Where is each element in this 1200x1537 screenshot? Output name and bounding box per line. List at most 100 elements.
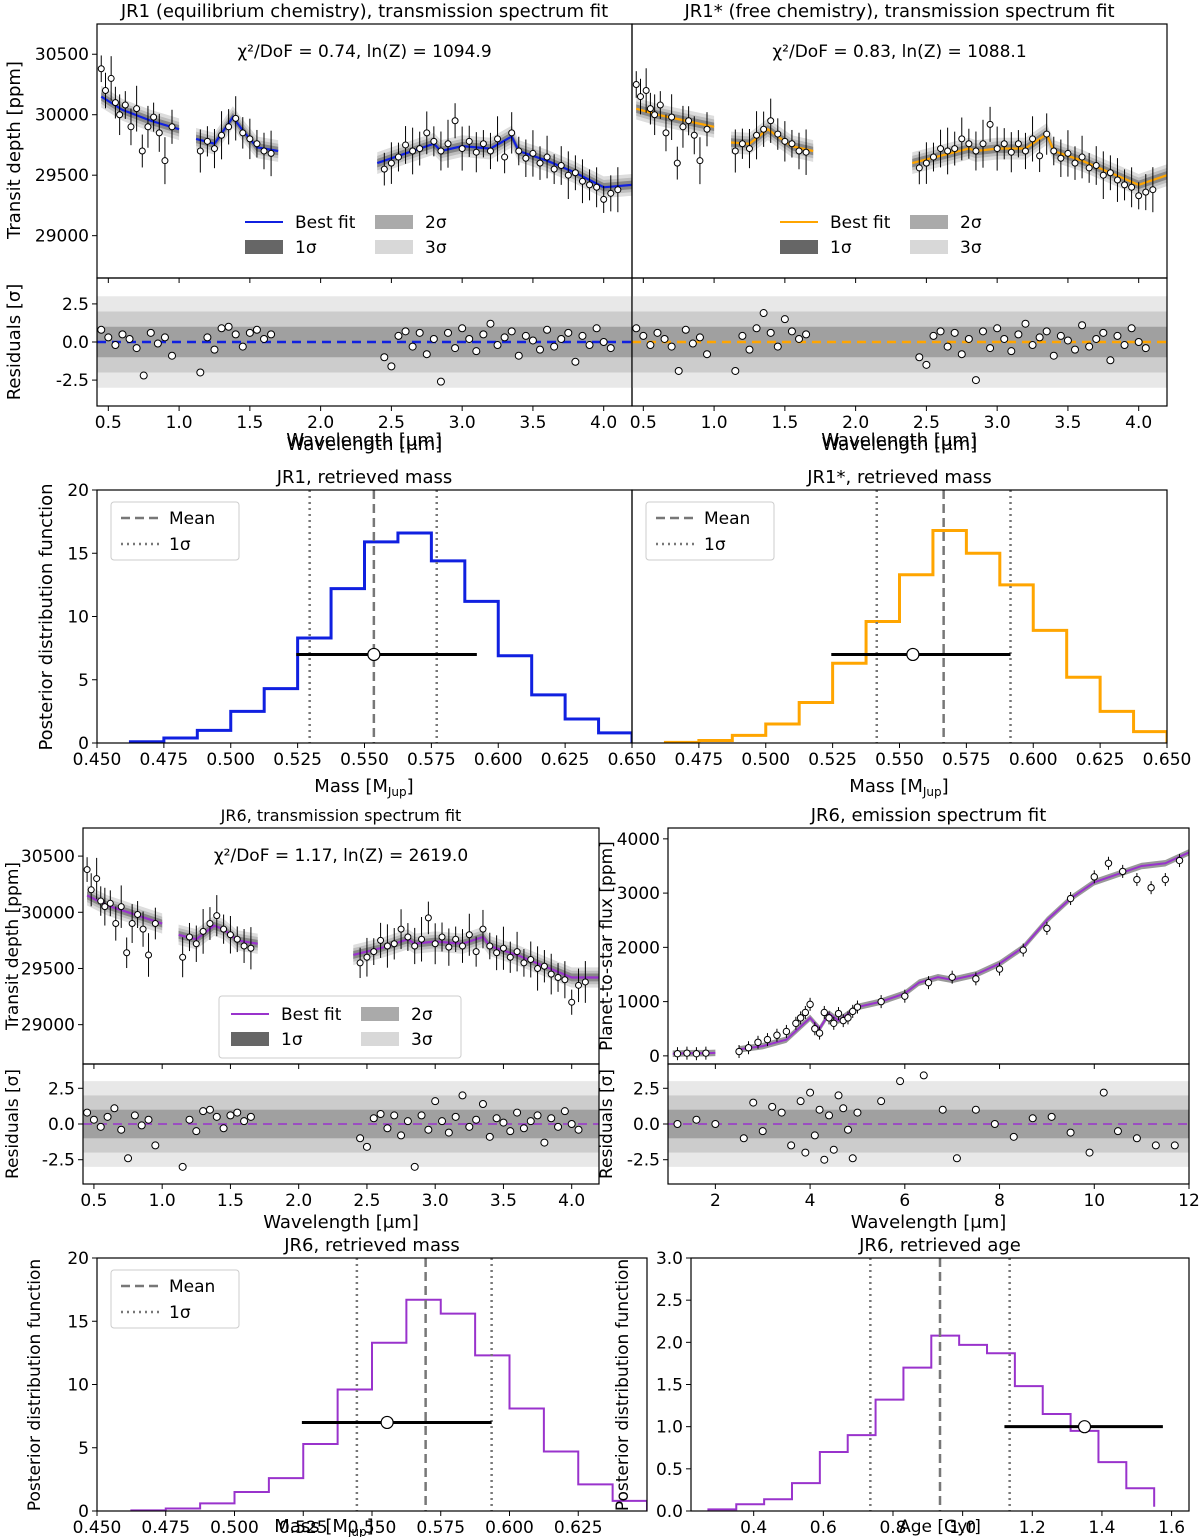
residual-point — [964, 334, 973, 343]
data-point — [972, 975, 980, 983]
data-point — [508, 129, 516, 137]
data-point — [922, 159, 930, 167]
best-fit-line — [738, 851, 1190, 1051]
residual-point — [1113, 331, 1122, 340]
legend-1sigma-label: 1σ — [830, 238, 852, 258]
data-point — [522, 154, 530, 162]
legend-3sigma-label: 3σ — [411, 1030, 433, 1050]
residual-point — [550, 342, 559, 351]
data-point — [651, 111, 659, 119]
data-point — [853, 1003, 862, 1011]
residual-point — [554, 1122, 563, 1131]
legend-3sigma-swatch — [361, 1032, 399, 1046]
jr1_mass-xtick-label: 0.475 — [140, 750, 189, 770]
data-point — [240, 942, 248, 950]
residual-point — [89, 1115, 98, 1124]
data-point — [437, 147, 445, 155]
data-point — [656, 101, 664, 109]
data-point — [986, 120, 994, 128]
legend-3sigma-label: 3σ — [425, 238, 447, 258]
data-point — [811, 1025, 819, 1033]
residual-point — [1056, 331, 1065, 340]
residual-point — [688, 339, 697, 348]
jr1star-mass-xlabel-close: ] — [942, 776, 949, 797]
jr1_mass-group — [128, 490, 632, 743]
data-point — [499, 944, 507, 952]
jr6-emission-residuals-ylabel: Residuals [σ] — [597, 1069, 617, 1179]
data-point — [106, 899, 114, 907]
data-point — [543, 153, 551, 161]
residual-point — [952, 1154, 961, 1163]
jr1s_mass-xtick-label: 0.550 — [875, 750, 924, 770]
data-point — [1043, 130, 1051, 138]
data-point — [578, 177, 586, 185]
residual-point — [599, 338, 608, 346]
residual-point — [1099, 328, 1108, 337]
data-point — [444, 140, 452, 148]
residual-point — [660, 334, 669, 343]
residual-point — [465, 1122, 474, 1131]
data-point — [877, 997, 885, 1006]
data-point — [547, 970, 555, 978]
residual-point — [971, 1105, 980, 1114]
residual-point — [408, 342, 417, 351]
data-point — [267, 149, 275, 157]
data-point — [586, 181, 594, 189]
data-point — [247, 944, 255, 952]
best-fit-line — [911, 132, 1167, 187]
residual-point — [802, 330, 811, 339]
jr6_age-xtick-label: 1.6 — [1158, 1518, 1185, 1537]
legend-1sigma-swatch — [780, 240, 818, 254]
residual-point — [401, 327, 410, 336]
data-point — [937, 145, 945, 153]
residual-point — [117, 1125, 126, 1134]
jr6_emis_res-xtick-label: 4 — [805, 1191, 816, 1211]
data-point — [753, 131, 761, 139]
legend-2sigma-swatch — [361, 1007, 399, 1021]
residual-point — [1028, 341, 1037, 350]
residual-point — [493, 341, 502, 350]
data-point — [646, 105, 654, 113]
data-point — [788, 140, 796, 148]
jr1star-mass-xlabel-main: Mass [M — [849, 776, 923, 797]
data-point — [1021, 147, 1029, 155]
jr1s_mass-xtick-label: 0.650 — [1143, 750, 1192, 770]
data-point — [458, 145, 466, 153]
jr1_mass-xtick-label: 0.650 — [608, 750, 657, 770]
data-point — [536, 159, 544, 167]
jr1s_mass-xtick-label: 0.525 — [808, 750, 857, 770]
jr1s_spec-title: JR1* (free chemistry), transmission spec… — [683, 1, 1114, 22]
data-point — [1121, 181, 1129, 189]
jr6_emis_res-ytick-label: -2.5 — [627, 1151, 660, 1171]
data-point — [394, 153, 402, 161]
jr1_res-xtick-label: 0.5 — [95, 413, 122, 433]
residual-point — [979, 327, 988, 336]
jr1-wavelength-xlabel: Wavelength [μm] — [286, 430, 442, 451]
data-point — [929, 153, 937, 161]
best-fit-line — [376, 134, 632, 189]
residual-point — [132, 344, 141, 353]
residual-point — [196, 368, 205, 377]
jr6_spec-stat: χ²/DoF = 1.17, ln(Z) = 2619.0 — [214, 846, 468, 866]
data-point — [1019, 946, 1027, 954]
residual-point — [415, 328, 424, 337]
data-point — [220, 925, 228, 933]
data-point — [246, 135, 254, 143]
legend-mean-label: Mean — [169, 1277, 215, 1297]
jr6_mass-ytick-label: 20 — [67, 1249, 89, 1269]
jr6_mass-xtick-label: 0.500 — [210, 1518, 259, 1537]
jr1s_res-xtick-label: 3.5 — [1054, 413, 1081, 433]
residual-point — [543, 325, 552, 334]
residual-point — [787, 327, 796, 336]
planet-star-flux-ylabel: Planet-to-star flux [ppm] — [597, 841, 617, 1051]
jr1-mass-xlabel-subscript: Jup — [387, 785, 407, 799]
data-point — [1092, 162, 1100, 170]
legend-frame — [110, 1269, 240, 1329]
data-point — [1036, 152, 1044, 160]
best-fit-line — [178, 924, 258, 945]
data-point — [820, 1008, 828, 1017]
residual-point — [485, 1132, 494, 1141]
data-point — [972, 147, 980, 155]
residual-point — [125, 334, 134, 343]
